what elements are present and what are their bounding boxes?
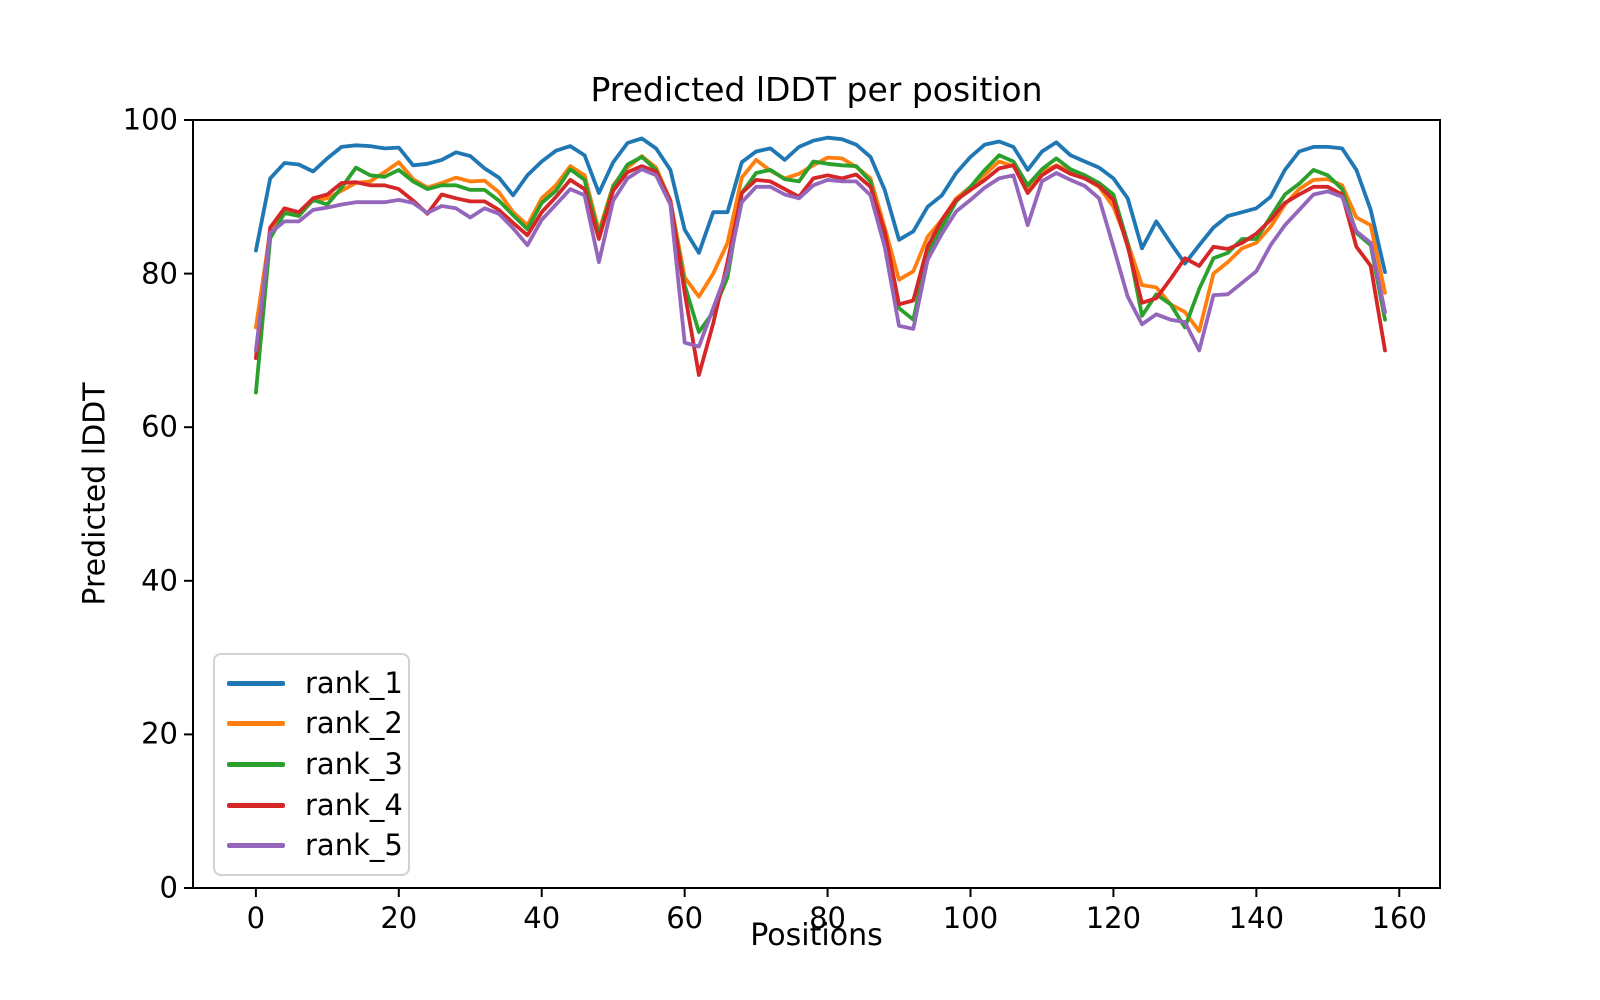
y-tick-label-20: 20 — [141, 716, 178, 751]
legend-entry: rank_3 — [227, 746, 408, 781]
legend-label: rank_4 — [305, 787, 403, 822]
x-tick-label-60: 60 — [666, 901, 704, 935]
legend-line-swatch-rank-1 — [227, 680, 285, 686]
axes-box — [192, 119, 1441, 889]
y-tick-label-60: 60 — [141, 409, 178, 444]
legend-line-swatch-rank-3 — [227, 761, 285, 767]
y-tick-label-0: 0 — [159, 870, 178, 905]
legend-label: rank_2 — [305, 706, 403, 741]
x-tick-label-20: 20 — [380, 901, 418, 935]
series-rank_3-line — [253, 153, 1387, 395]
x-tick-label-40: 40 — [523, 901, 561, 935]
x-tick-label-0: 0 — [246, 901, 266, 935]
legend-line-swatch-rank-4 — [227, 802, 285, 808]
y-tick-label-80: 80 — [141, 255, 178, 290]
chart-title: Predicted lDDT per position — [590, 70, 1043, 109]
legend-line-swatch-rank-2 — [227, 721, 285, 727]
x-tick-label-160: 160 — [1371, 901, 1427, 935]
legend-entry: rank_1 — [227, 665, 408, 700]
series-layer — [253, 135, 1387, 395]
legend-label: rank_3 — [305, 746, 403, 781]
legend-line-swatch-rank-5 — [227, 843, 285, 849]
x-tick-label-120: 120 — [1085, 901, 1142, 935]
legend: rank_1 rank_2 rank_3 rank_4 rank_5 — [213, 653, 410, 876]
series-rank_4-line — [253, 163, 1387, 377]
y-tick-label-100: 100 — [122, 102, 178, 137]
y-tick-label-40: 40 — [141, 563, 178, 598]
x-tick-label-140: 140 — [1228, 901, 1285, 935]
ticks-layer — [184, 119, 1401, 897]
x-tick-label-100: 100 — [942, 901, 999, 935]
legend-label: rank_1 — [305, 665, 403, 700]
legend-label: rank_5 — [305, 828, 403, 863]
series-rank_5-line — [253, 167, 1387, 353]
legend-entry: rank_2 — [227, 709, 408, 738]
series-rank_1-line — [253, 135, 1387, 275]
x-axis-label: Positions — [750, 918, 883, 953]
x-tick-label-80: 80 — [809, 901, 847, 935]
legend-entry: rank_5 — [227, 831, 408, 860]
legend-entry: rank_4 — [227, 787, 408, 822]
